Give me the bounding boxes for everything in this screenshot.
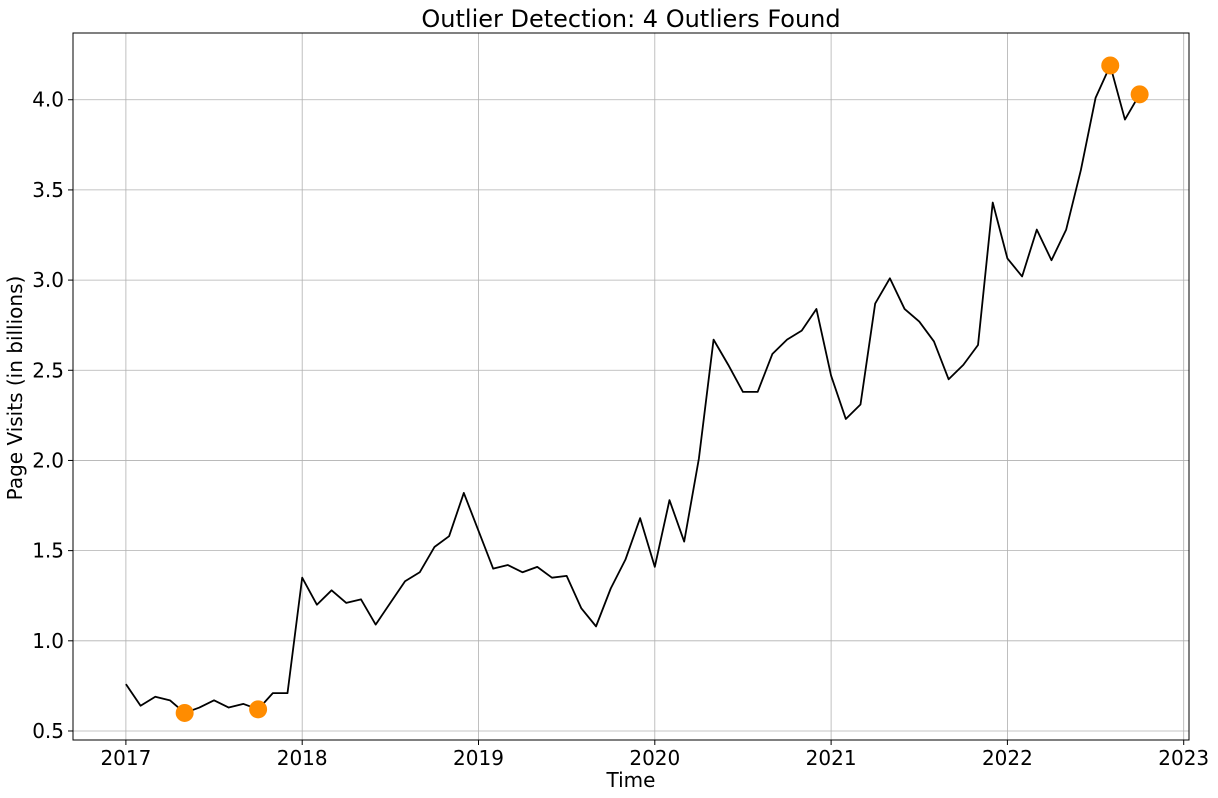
x-tick-label: 2019	[453, 746, 504, 770]
plot-frame	[72, 32, 1190, 741]
y-tick-label: 0.5	[32, 719, 64, 743]
outlier-point	[1130, 85, 1149, 104]
x-axis-title: Time	[606, 768, 656, 792]
outlier-point	[1101, 56, 1120, 75]
chart-title: Outlier Detection: 4 Outliers Found	[421, 5, 840, 33]
x-tick-label: 2023	[1158, 746, 1209, 770]
y-tick-label: 4.0	[32, 88, 64, 112]
x-tick-label: 2018	[277, 746, 328, 770]
tick-layer: 2017 2018 2019 2020 2021 2022 2023 0.5 1.0 1.5 2.0…	[32, 88, 1209, 770]
outlier-point	[249, 700, 268, 719]
x-tick-label: 2020	[629, 746, 680, 770]
y-tick-label: 3.0	[32, 268, 64, 292]
series-line	[125, 64, 1141, 714]
y-tick-label: 2.0	[32, 448, 64, 472]
y-tick-label: 1.5	[32, 539, 64, 563]
y-tick-label: 1.0	[32, 629, 64, 653]
y-tick-label: 2.5	[32, 358, 64, 382]
x-tick-label: 2017	[100, 746, 151, 770]
line-layer	[125, 64, 1141, 714]
x-tick-label: 2022	[982, 746, 1033, 770]
y-axis-title: Page Visits (in billions)	[3, 276, 27, 501]
y-tick-label: 3.5	[32, 178, 64, 202]
x-tick-label: 2021	[806, 746, 857, 770]
outlier-point	[175, 703, 194, 722]
outlier-layer	[175, 56, 1149, 722]
grid-layer	[73, 33, 1189, 740]
